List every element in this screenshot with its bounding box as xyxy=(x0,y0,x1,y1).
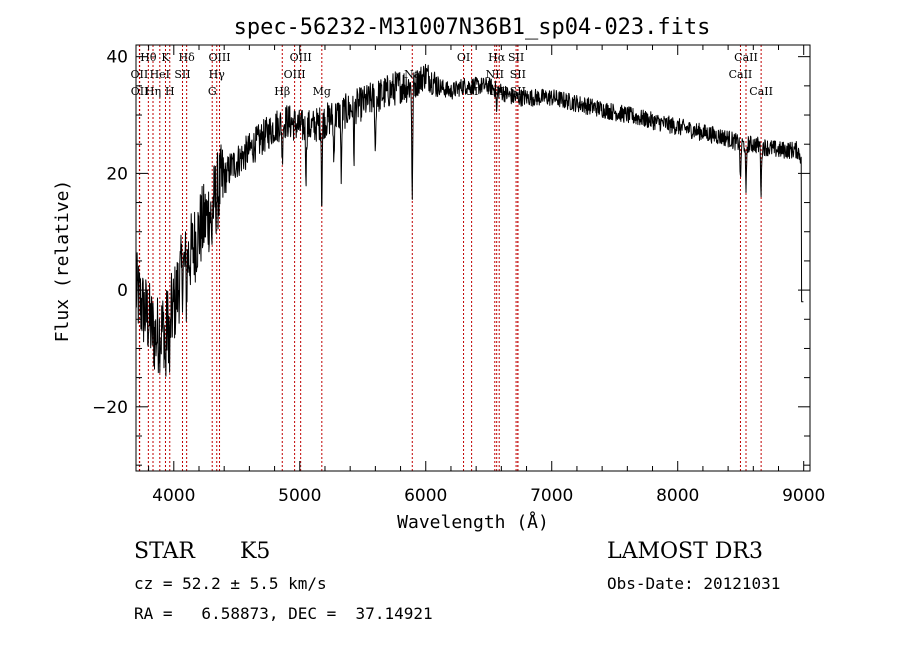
x-tick-label: 7000 xyxy=(530,486,573,506)
spectral-line-label: Na xyxy=(404,68,421,81)
y-tick-label: 0 xyxy=(117,281,128,301)
x-tick-label: 5000 xyxy=(278,486,321,506)
spectral-line-label: NII xyxy=(490,85,508,98)
spectral-line-label: Hη xyxy=(145,85,161,98)
y-tick-label: −20 xyxy=(92,398,128,418)
redshift-readout: cz = 52.2 ± 5.5 km/s xyxy=(134,574,327,593)
spectral-line-label: G xyxy=(208,85,217,98)
object-class: STAR xyxy=(134,539,195,564)
y-tick-label: 20 xyxy=(106,164,128,184)
x-tick-label: 9000 xyxy=(782,486,825,506)
spectral-line-label: OII xyxy=(131,68,149,81)
x-axis: 4000 5000 6000 7000 8000 9000 xyxy=(148,45,825,506)
spectral-line-label: SII xyxy=(510,68,526,81)
spectral-line-label: OIII xyxy=(284,68,306,81)
y-axis: −20 0 20 40 xyxy=(92,48,810,466)
chart-title: spec-56232-M31007N36B1_sp04-023.fits xyxy=(234,15,711,40)
observation-date: Obs-Date: 20121031 xyxy=(607,574,781,593)
spectral-line-label: HeI xyxy=(150,68,170,81)
spectral-line-label: SII xyxy=(510,85,526,98)
spectral-line-markers xyxy=(138,45,762,471)
spectrum-line xyxy=(135,63,804,377)
y-axis-label: Flux (relative) xyxy=(52,180,73,343)
spectral-line-label: CaII xyxy=(734,51,758,64)
spectral-line-label: Mg xyxy=(313,85,331,98)
spectral-line-label: OIII xyxy=(208,51,230,64)
coordinates-readout: RA = 6.58873, DEC = 37.14921 xyxy=(134,604,433,623)
y-tick-label: 40 xyxy=(106,48,128,68)
spectral-line-label: OIII xyxy=(290,51,312,64)
survey-name: LAMOST DR3 xyxy=(607,539,763,564)
spectral-line-label: SII xyxy=(508,51,524,64)
spectral-line-label: Hδ xyxy=(179,51,196,64)
spectral-line-label: CaII xyxy=(729,68,753,81)
spectral-line-label: Hγ xyxy=(209,68,226,81)
spectral-line-label: Hβ xyxy=(274,85,290,98)
object-subclass: K5 xyxy=(240,539,271,564)
spectral-line-label: NII xyxy=(486,68,504,81)
spectral-line-label: SII xyxy=(174,68,190,81)
spectral-line-label: OI xyxy=(465,85,478,98)
spectral-line-label: Hθ xyxy=(140,51,157,64)
plot-frame xyxy=(135,44,811,472)
spectral-line-label: H xyxy=(165,85,175,98)
spectral-line-label: K xyxy=(161,51,170,64)
spectral-line-label: OII xyxy=(131,85,149,98)
x-tick-label: 8000 xyxy=(656,486,699,506)
x-tick-label: 4000 xyxy=(152,486,195,506)
spectral-line-label: CaII xyxy=(749,85,773,98)
spectral-line-label: OI xyxy=(457,51,470,64)
x-tick-label: 6000 xyxy=(404,486,447,506)
x-axis-label: Wavelength (Å) xyxy=(397,511,549,533)
spectral-line-label: Hα xyxy=(488,51,506,64)
spectral-line-labels: Hθ OII OII K HeI Hη H SII Hδ OIII Hγ G OIII OIII Hβ Mg N… xyxy=(131,51,773,98)
